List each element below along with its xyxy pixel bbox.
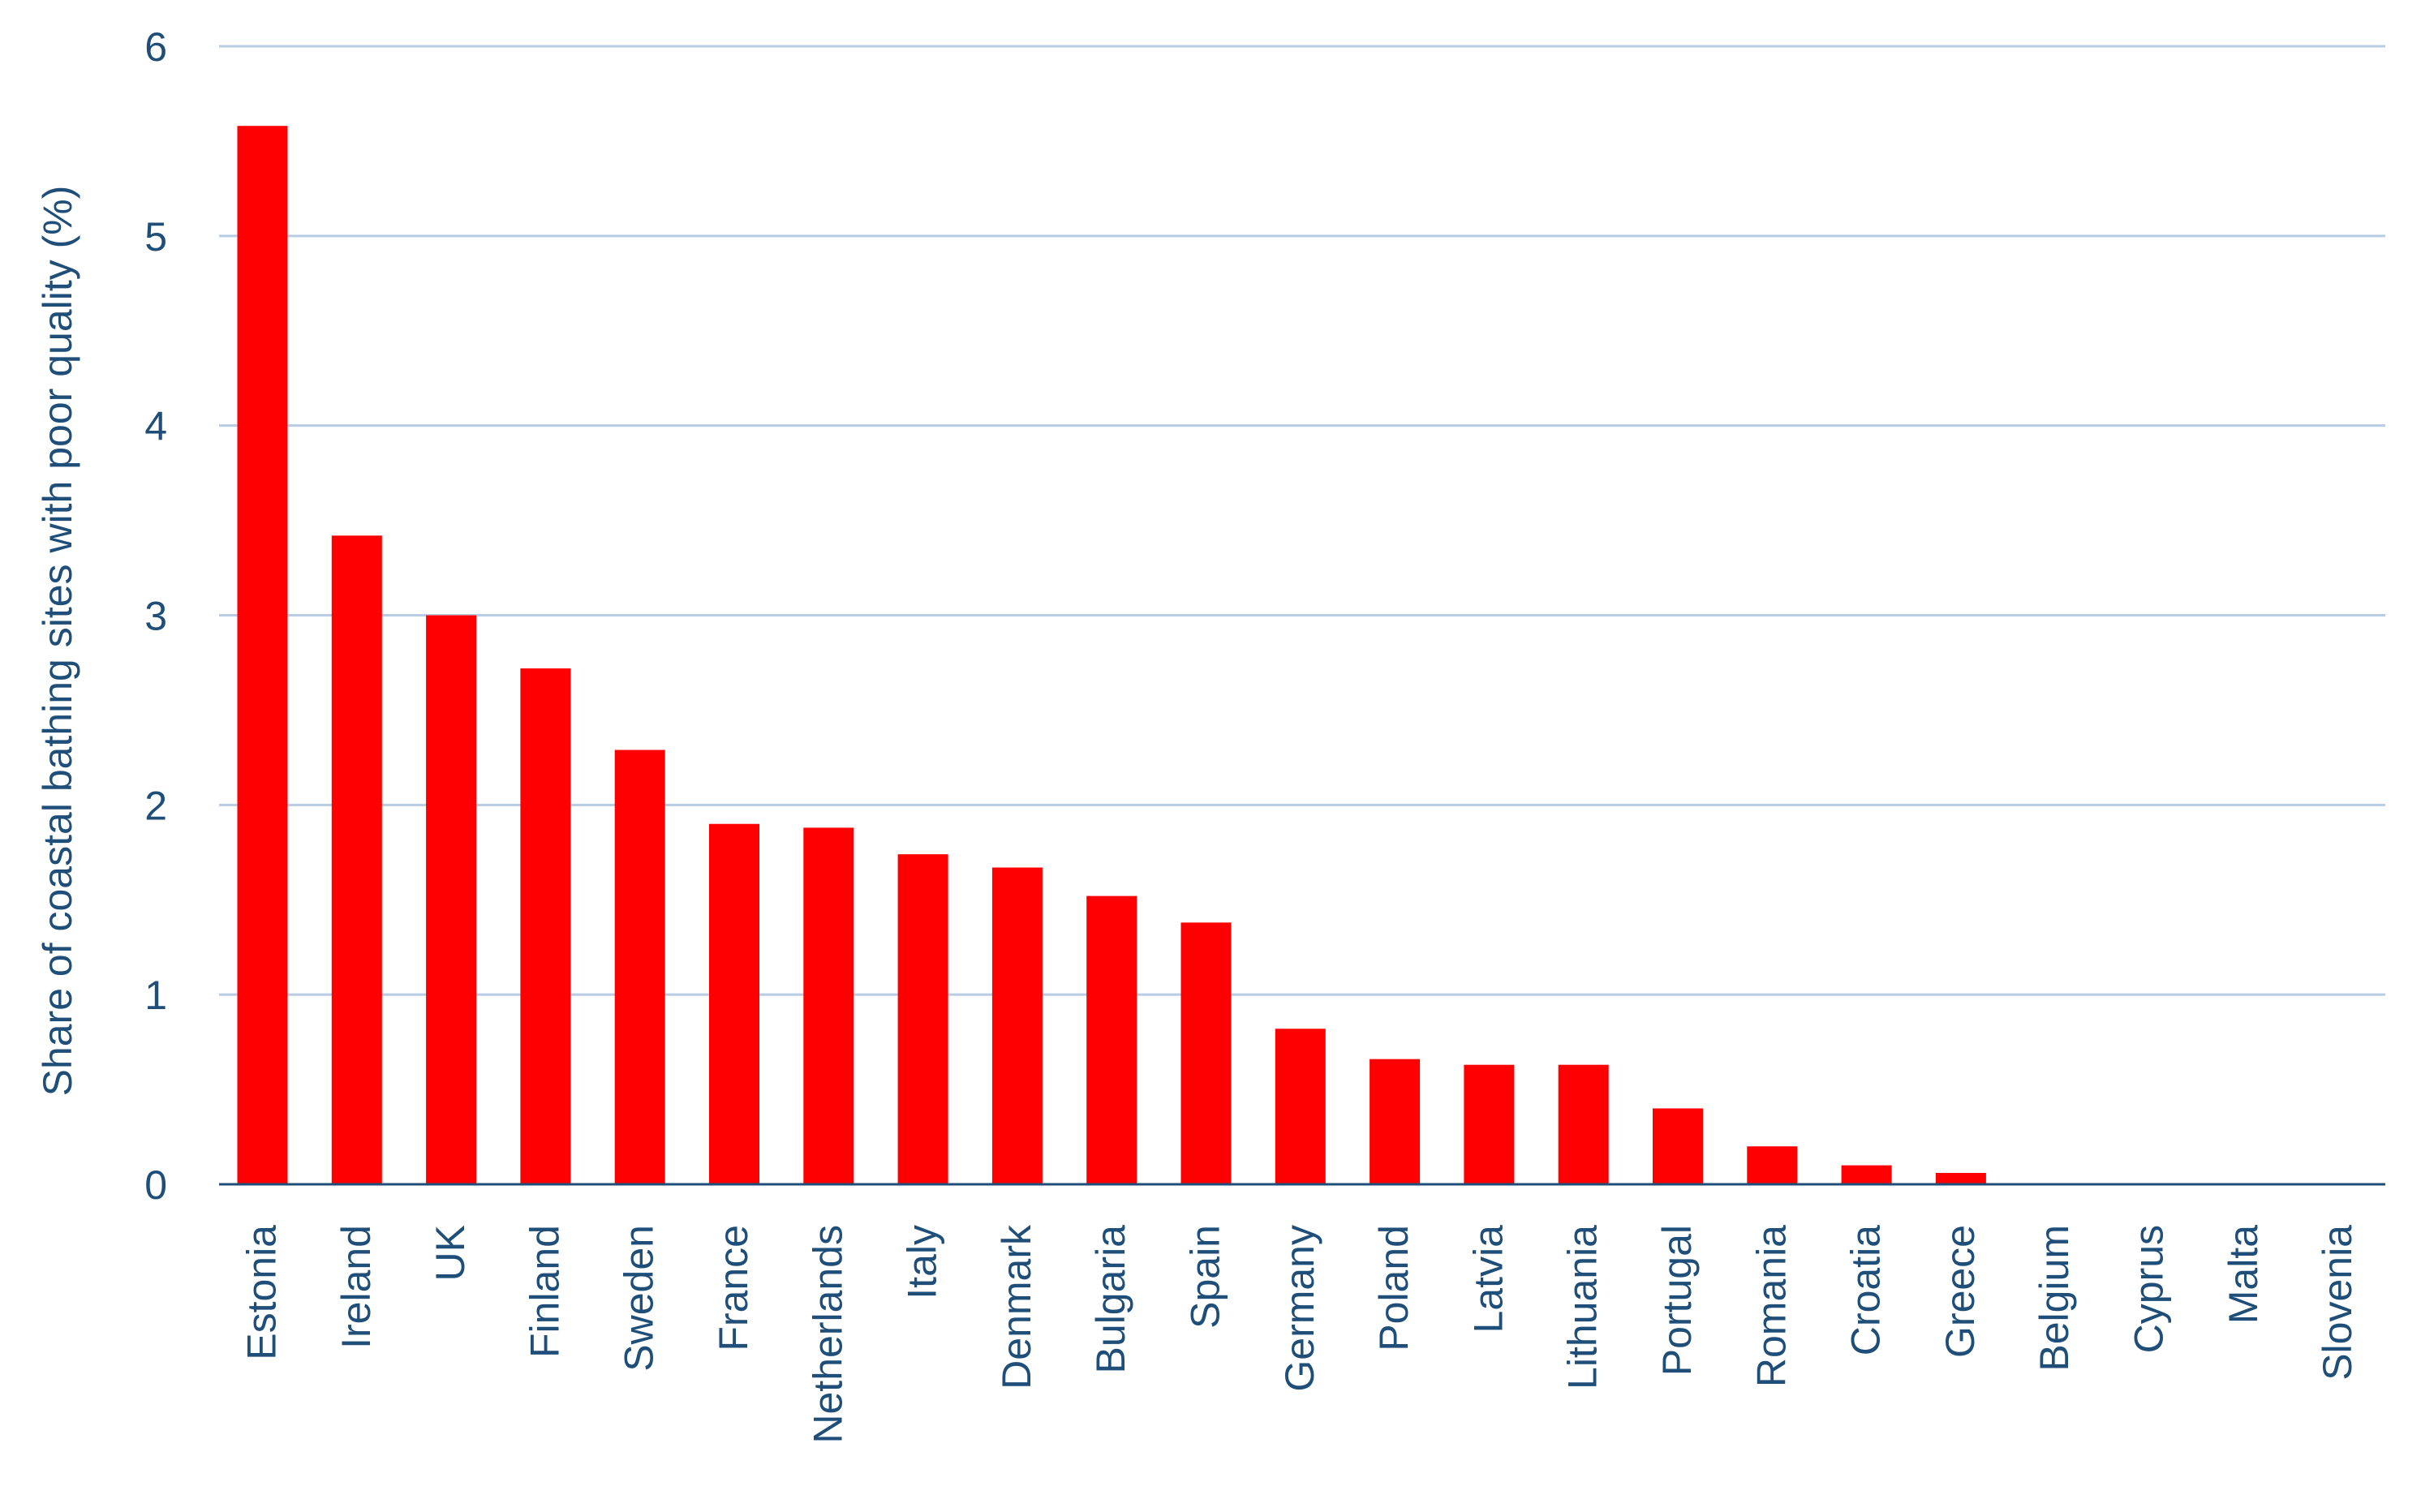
y-tick-label: 0 <box>144 1162 167 1208</box>
x-tick-label: France <box>711 1225 756 1351</box>
x-tick-label: Malta <box>2221 1225 2266 1324</box>
x-tick-labels: Estonia Ireland UK Finland Sweden France Nethe… <box>239 1224 2361 1444</box>
y-tick-label: 3 <box>144 594 167 639</box>
x-tick-label: Romania <box>1748 1225 1794 1387</box>
bar-denmark <box>991 867 1043 1184</box>
x-tick-label: Sweden <box>617 1225 662 1372</box>
bar-finland <box>520 668 571 1184</box>
bar-netherlands <box>803 827 854 1184</box>
bar-france <box>709 823 759 1184</box>
y-tick-label: 2 <box>144 783 167 828</box>
x-tick-label: Croatia <box>1843 1225 1889 1355</box>
bar-bulgaria <box>1086 896 1137 1184</box>
bar-germany <box>1275 1029 1326 1184</box>
x-tick-label: Bulgaria <box>1088 1225 1133 1374</box>
x-tick-label: Belgium <box>2032 1225 2077 1372</box>
bar-ireland <box>331 535 382 1184</box>
x-tick-label: Greece <box>1937 1225 1983 1358</box>
bar-sweden <box>614 750 665 1184</box>
x-tick-label: Denmark <box>994 1224 1039 1390</box>
gridlines <box>219 45 2385 996</box>
bars <box>237 126 1986 1185</box>
x-tick-label: Germany <box>1277 1225 1322 1392</box>
x-tick-label: Poland <box>1371 1225 1417 1351</box>
x-tick-label: Lithuania <box>1560 1225 1606 1390</box>
bar-romania <box>1747 1146 1798 1184</box>
bar-poland <box>1370 1059 1421 1184</box>
x-tick-label: Italy <box>900 1225 945 1299</box>
x-tick-label: Netherlands <box>805 1225 850 1444</box>
y-tick-label: 6 <box>144 24 167 70</box>
y-tick-label: 4 <box>144 404 167 449</box>
bar-lithuania <box>1558 1064 1609 1184</box>
bar-estonia <box>237 126 288 1185</box>
x-tick-label: Slovenia <box>2315 1225 2360 1381</box>
x-tick-label: UK <box>428 1225 473 1281</box>
bar-uk <box>426 615 477 1184</box>
bar-spain <box>1180 922 1232 1184</box>
y-tick-label: 1 <box>144 973 167 1018</box>
y-tick-labels: 0 1 2 3 4 5 6 <box>144 24 167 1208</box>
x-tick-label: Finland <box>522 1225 567 1358</box>
x-tick-label: Estonia <box>239 1225 285 1360</box>
bar-croatia <box>1841 1165 1892 1184</box>
x-tick-label: Spain <box>1183 1225 1228 1329</box>
bar-latvia <box>1464 1064 1515 1184</box>
bar-greece <box>1935 1172 1986 1184</box>
x-tick-label: Latvia <box>1465 1225 1511 1334</box>
x-tick-label: Cyprus <box>2126 1225 2172 1353</box>
x-tick-label: Portugal <box>1654 1225 1700 1376</box>
x-tick-label: Ireland <box>333 1225 379 1349</box>
y-axis-title: Share of coastal bathing sites with poor… <box>35 186 80 1097</box>
bar-portugal <box>1653 1108 1703 1184</box>
bar-italy <box>897 854 948 1184</box>
y-tick-label: 5 <box>144 214 167 260</box>
